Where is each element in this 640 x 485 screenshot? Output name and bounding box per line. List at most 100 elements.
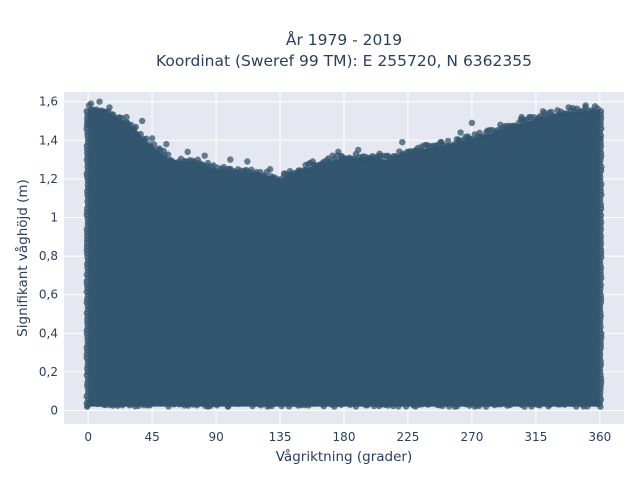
scatter-point	[116, 136, 124, 143]
scatter-point	[518, 113, 525, 121]
scatter-point	[224, 403, 232, 410]
scatter-point	[261, 187, 269, 194]
scatter-point	[205, 186, 213, 193]
scatter-point	[141, 160, 148, 167]
x-axis-label: Vågriktning (grader)	[276, 448, 413, 465]
scatter-point	[565, 104, 572, 111]
scatter-point	[497, 121, 504, 129]
x-tick-label: 135	[269, 430, 292, 444]
scatter-point	[234, 189, 242, 196]
y-tick-label: 1,4	[39, 133, 58, 147]
scatter-point	[266, 184, 273, 191]
scatter-point	[259, 192, 266, 200]
scatter-point	[498, 154, 505, 162]
scatter-point	[85, 120, 92, 127]
scatter-point	[319, 168, 327, 176]
scatter-point	[87, 134, 95, 141]
scatter-point	[318, 174, 326, 182]
scatter-point	[584, 403, 591, 410]
scatter-point	[244, 158, 251, 165]
x-tick-label: 45	[144, 430, 159, 444]
scatter-point	[220, 183, 227, 190]
scatter-point	[376, 150, 383, 157]
scatter-point	[424, 146, 432, 154]
scatter-point	[370, 172, 377, 179]
y-tick-label: 1	[50, 210, 58, 224]
scatter-point	[464, 161, 472, 168]
scatter-point	[266, 196, 274, 203]
scatter-point	[417, 164, 424, 171]
scatter-point	[137, 153, 145, 160]
scatter-point	[364, 156, 372, 163]
scatter-point	[251, 175, 259, 182]
scatter-point	[219, 174, 227, 181]
scatter-point	[585, 110, 593, 117]
tick-layer: 0 45 90 135 180 225 270 315 360 0 0,2 0,4 0,6 0,8 1 1,2…	[39, 95, 611, 444]
scatter-point	[391, 158, 399, 165]
scatter-point	[319, 163, 326, 170]
scatter-point	[567, 119, 574, 126]
y-tick-label: 1,2	[39, 172, 58, 186]
scatter-point	[291, 186, 299, 193]
scatter-point	[509, 140, 516, 147]
chart-title-line2: Koordinat (Sweref 99 TM): E 255720, N 63…	[156, 52, 532, 70]
x-tick-label: 360	[588, 430, 611, 444]
scatter-point	[195, 167, 202, 174]
scatter-point	[405, 160, 412, 168]
scatter-point	[188, 164, 196, 171]
scatter-point	[148, 135, 156, 142]
scatter-point	[388, 167, 395, 174]
scatter-point	[348, 162, 355, 169]
x-tick-label: 225	[397, 430, 420, 444]
scatter-point	[446, 147, 454, 155]
scatter-point	[330, 175, 337, 183]
scatter-point	[124, 120, 131, 127]
y-tick-label: 0,8	[39, 249, 58, 263]
scatter-point	[487, 140, 495, 147]
scatter-point	[508, 133, 515, 140]
scatter-point	[568, 133, 576, 140]
scatter-point	[97, 131, 104, 138]
scatter-point	[370, 162, 377, 170]
scatter-point	[161, 398, 168, 405]
scatter-point	[352, 169, 360, 176]
scatter-point	[327, 166, 334, 174]
scatter-point	[183, 161, 190, 168]
scatter-point	[421, 159, 428, 167]
scatter-point	[87, 100, 95, 107]
scatter-point	[443, 157, 451, 165]
scatter-point	[96, 98, 103, 105]
scatter-point	[291, 192, 299, 200]
scatter-point	[329, 152, 336, 159]
scatter-point	[399, 138, 406, 146]
scatter-point	[437, 138, 444, 146]
scatter-point	[539, 108, 547, 115]
scatter-point	[150, 141, 158, 148]
scatter-point	[582, 102, 589, 109]
scatter-point	[411, 176, 418, 183]
scatter-point	[492, 150, 500, 157]
scatter-point	[521, 123, 529, 130]
scatter-point	[559, 126, 566, 133]
scatter-point	[299, 172, 307, 180]
scatter-point	[439, 168, 447, 175]
scatter-point	[578, 120, 586, 127]
scatter-point	[542, 119, 550, 126]
scatter-point	[453, 157, 461, 164]
scatter-point	[182, 171, 190, 178]
scatter-point	[170, 164, 177, 171]
scatter-point	[286, 167, 294, 175]
scatter-point	[201, 152, 208, 159]
x-tick-label: 90	[208, 430, 223, 444]
scatter-point	[102, 110, 109, 118]
scatter-point	[281, 183, 288, 190]
scatter-point	[558, 121, 565, 128]
scatter-point	[307, 189, 314, 197]
scatter-point	[584, 126, 592, 133]
scatter-point	[583, 116, 590, 123]
scatter-point	[585, 131, 592, 139]
scatter-point	[137, 145, 144, 152]
scatter-point	[339, 170, 346, 177]
scatter-point	[312, 166, 319, 174]
scatter-point	[300, 184, 307, 192]
